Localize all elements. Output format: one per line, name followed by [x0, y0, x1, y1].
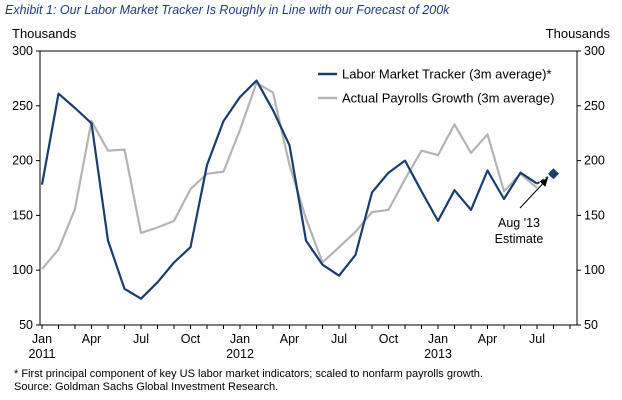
- y-tick-left-label: 50: [19, 318, 33, 332]
- footnote-source: Source: Goldman Sachs Global Investment …: [14, 381, 279, 393]
- x-tick-label: Oct: [181, 332, 201, 346]
- estimate-label-line1: Aug '13: [498, 216, 540, 230]
- y-tick-left-label: 150: [12, 208, 33, 222]
- estimate-label-line2: Estimate: [495, 232, 544, 246]
- y-tick-right-label: 150: [584, 208, 605, 222]
- series-line-actual-payrolls: [41, 81, 538, 270]
- y-axis-left: 50 100 150 200 250 300 Thousands: [12, 26, 77, 332]
- x-tick-year-label: 2013: [424, 347, 452, 361]
- y-axis-right-title: Thousands: [546, 26, 611, 41]
- x-tick-year-label: 2012: [226, 347, 254, 361]
- y-tick-left-label: 250: [12, 99, 33, 113]
- series-line-labor-market-tracker: [40, 79, 538, 300]
- y-tick-right-label: 200: [584, 154, 605, 168]
- series-layer: [40, 79, 559, 300]
- y-tick-left-label: 200: [12, 154, 33, 168]
- x-tick-label: Apr: [280, 332, 299, 346]
- chart-title: Exhibit 1: Our Labor Market Tracker Is R…: [5, 3, 450, 17]
- plot-border: [39, 50, 578, 326]
- footnote: * First principal component of key US la…: [14, 368, 483, 394]
- legend-label-tracker: Labor Market Tracker (3m average)*: [342, 67, 552, 82]
- x-tick-label: Jul: [529, 332, 545, 346]
- y-axis-left-title: Thousands: [12, 26, 77, 41]
- x-tick-label: Jul: [331, 332, 347, 346]
- estimate-diamond-marker: [548, 168, 559, 180]
- y-tick-left-label: 300: [12, 44, 33, 58]
- y-tick-right-label: 250: [584, 99, 605, 113]
- y-tick-right-label: 50: [584, 318, 598, 332]
- footnote-asterisk: * First principal component of key US la…: [14, 368, 483, 380]
- x-tick-label: Jul: [133, 332, 149, 346]
- labor-market-chart: 50 100 150 200 250 300 Thousands 50 100 150 200 25…: [12, 26, 611, 361]
- estimate-arrow: [519, 178, 548, 209]
- legend: Labor Market Tracker (3m average)* Actual…: [318, 67, 554, 106]
- y-tick-right-label: 300: [584, 44, 605, 58]
- x-tick-label: Jan: [230, 332, 250, 346]
- x-tick-year-label: 2011: [29, 347, 56, 361]
- legend-label-payrolls: Actual Payrolls Growth (3m average): [342, 91, 554, 106]
- plot-frame: [39, 50, 578, 326]
- y-tick-right-label: 100: [584, 263, 605, 277]
- x-tick-label: Oct: [379, 332, 399, 346]
- x-tick-label: Apr: [478, 332, 497, 346]
- y-tick-left-label: 100: [12, 263, 33, 277]
- x-tick-label: Apr: [82, 332, 101, 346]
- x-tick-label: Jan: [428, 332, 448, 346]
- y-axis-right: 50 100 150 200 250 300 Thousands: [546, 26, 611, 332]
- estimate-annotation: Aug '13 Estimate: [495, 178, 548, 246]
- x-tick-label: Jan: [32, 332, 52, 346]
